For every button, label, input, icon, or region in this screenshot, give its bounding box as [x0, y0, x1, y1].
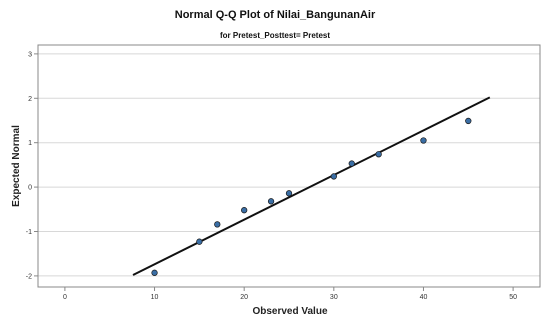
x-axis-label: Observed Value: [252, 306, 327, 317]
reference-line: [132, 96, 491, 276]
data-point: [348, 160, 355, 167]
data-points: [151, 117, 472, 276]
y-axis-label: Expected Normal: [11, 125, 22, 207]
chart-subtitle: for Pretest_Posttest= Pretest: [220, 31, 330, 40]
data-point: [241, 207, 248, 214]
data-point: [375, 151, 382, 158]
x-tick-label: 0: [63, 294, 67, 301]
x-tick-label: 40: [420, 294, 428, 301]
x-tick-label: 30: [330, 294, 338, 301]
reference-line-group: [132, 96, 491, 276]
data-point: [465, 117, 472, 125]
grid-lines: [38, 53, 540, 277]
plot-frame: [37, 44, 541, 288]
data-point: [196, 238, 203, 245]
x-tick-label: 20: [240, 294, 248, 301]
data-point: [151, 269, 158, 276]
data-point: [267, 198, 275, 205]
y-tick-label: -1: [26, 229, 32, 236]
x-tick-label: 10: [151, 294, 159, 301]
x-tick-label: 50: [509, 294, 517, 301]
y-tick-label: 2: [28, 96, 32, 103]
data-point: [330, 173, 337, 180]
y-tick-label: -2: [26, 273, 32, 280]
data-point: [285, 190, 293, 197]
y-tick-label: 1: [28, 140, 32, 147]
y-tick-label: 3: [28, 51, 32, 58]
data-point: [420, 137, 427, 144]
chart-title: Normal Q-Q Plot of Nilai_BangunanAir: [175, 9, 376, 21]
data-point: [214, 221, 221, 228]
y-tick-label: 0: [28, 185, 32, 192]
